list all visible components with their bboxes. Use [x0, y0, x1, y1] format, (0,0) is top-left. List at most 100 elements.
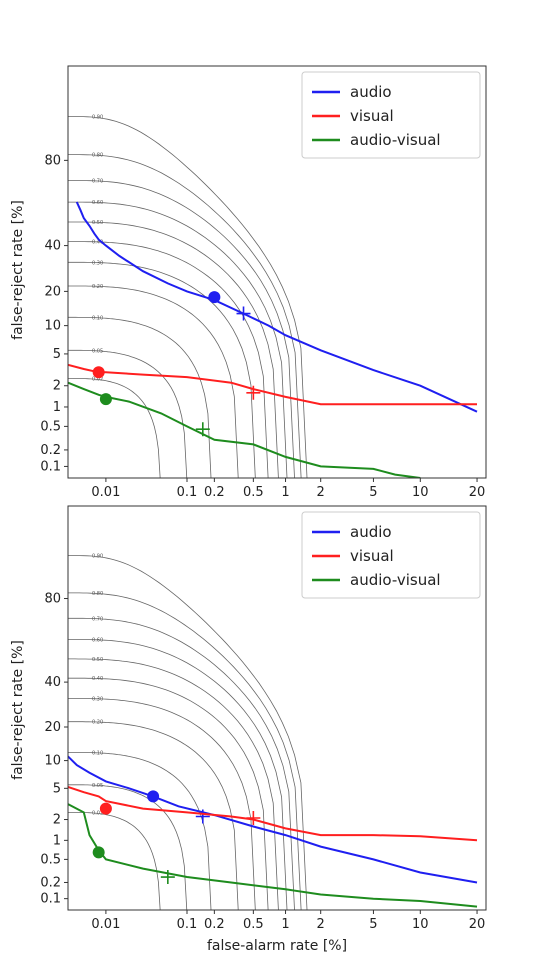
y-tick-label: 10: [44, 319, 61, 334]
iso-cost-label: 0.30: [92, 260, 103, 266]
iso-cost-curve: [68, 201, 288, 478]
iso-cost-curve: [68, 639, 288, 910]
iso-cost-label: 0.40: [92, 676, 103, 682]
y-tick-label: 40: [44, 675, 61, 690]
x-axis-label: false-alarm rate [%]: [207, 938, 347, 954]
iso-cost-label: 0.05: [92, 348, 103, 354]
series-marker-plus-audio: [195, 809, 210, 824]
iso-cost-label: 0.90: [92, 114, 103, 120]
y-tick-label: 0.2: [40, 875, 61, 890]
iso-cost-label: 0.30: [92, 696, 103, 702]
x-tick-label: 1: [281, 485, 289, 500]
plot-frame: [67, 505, 487, 911]
series-line-audio-visual: [68, 803, 478, 908]
iso-cost-curve: [68, 154, 302, 478]
iso-cost-label: 0.80: [92, 591, 103, 597]
x-tick-label: 10: [412, 485, 429, 500]
iso-cost-label: 0.20: [92, 284, 103, 290]
x-tick-label: 5: [369, 917, 377, 932]
legend: audio visual audio-visual: [301, 511, 481, 599]
x-tick-label: 0.2: [204, 917, 225, 932]
y-tick-label: 0.2: [40, 443, 61, 458]
iso-cost-contours: 0.90 0.80 0.70 0.60 0.50 0.40 0.30 0.20 0.10 0.05…: [68, 114, 308, 478]
legend-label-audio-visual: audio-visual: [350, 131, 441, 149]
y-tick-label: 2: [53, 813, 61, 828]
y-tick-label: 0.1: [40, 459, 61, 474]
y-tick-label: 1: [53, 833, 61, 848]
series-line-audio: [68, 755, 478, 884]
iso-cost-label: 0.40: [92, 240, 103, 246]
x-tick-label: 2: [317, 917, 325, 932]
iso-cost-curve: [68, 221, 279, 478]
series-line-visual: [68, 785, 478, 842]
legend-label-audio: audio: [350, 83, 392, 101]
legend: audio visual audio-visual: [301, 71, 481, 159]
x-tick-label: 20: [469, 917, 486, 932]
legend-label-audio: audio: [350, 523, 392, 541]
x-tick-label: 0.1: [177, 485, 198, 500]
iso-cost-curve: [68, 752, 212, 910]
chart-panel-2: 0.90 0.80 0.70 0.60 0.50 0.40 0.30 0.20 0.10 0.05…: [10, 505, 487, 954]
iso-cost-curve: [68, 698, 256, 910]
series-marker-dot-visual: [92, 366, 105, 379]
iso-cost-label: 0.05: [92, 783, 103, 789]
x-tick-label: 10: [412, 917, 429, 932]
iso-cost-curve: [68, 721, 239, 910]
iso-cost-label: 0.60: [92, 200, 103, 206]
iso-cost-label: 0.20: [92, 720, 103, 726]
series-line-audio-visual: [68, 381, 421, 478]
legend-label-visual: visual: [350, 547, 394, 565]
x-tick-label: 0.1: [177, 917, 198, 932]
series-marker-plus-visual: [246, 385, 261, 400]
series-marker-dot-audio-visual: [99, 393, 112, 406]
y-tick-label: 0.5: [40, 852, 61, 867]
iso-cost-curve: [68, 285, 239, 478]
iso-cost-label: 0.02: [92, 810, 103, 816]
y-tick-label: 20: [44, 720, 61, 735]
iso-cost-contours: 0.90 0.80 0.70 0.60 0.50 0.40 0.30 0.20 0.10 0.05…: [68, 554, 308, 910]
series-marker-plus-audio-visual: [160, 870, 175, 885]
y-tick-label: 5: [53, 347, 61, 362]
iso-cost-curve: [68, 316, 212, 478]
x-tick-label: 0.01: [91, 485, 120, 500]
iso-cost-label: 0.02: [92, 376, 103, 382]
iso-cost-curve: [68, 349, 188, 478]
series-marker-dot-audio: [147, 790, 160, 803]
series-marker-dot-visual: [99, 802, 112, 815]
y-tick-label: 40: [44, 239, 61, 254]
legend-label-audio-visual: audio-visual: [350, 571, 441, 589]
iso-cost-curve: [68, 617, 295, 910]
legend-label-visual: visual: [350, 107, 394, 125]
iso-cost-label: 0.50: [92, 220, 103, 226]
x-tick-label: 0.01: [91, 917, 120, 932]
iso-cost-curve: [68, 241, 269, 478]
iso-cost-curve: [68, 261, 256, 478]
iso-cost-curve: [68, 180, 295, 478]
iso-cost-curve: [68, 784, 188, 910]
iso-cost-curve: [68, 812, 161, 910]
iso-cost-curve: [68, 658, 279, 910]
iso-cost-curve: [68, 116, 308, 478]
iso-cost-label: 0.80: [92, 153, 103, 159]
y-tick-label: 80: [44, 153, 61, 168]
iso-cost-curve: [68, 592, 302, 910]
iso-cost-curve: [68, 677, 269, 910]
iso-cost-curve: [68, 555, 308, 910]
x-tick-label: 1: [281, 917, 289, 932]
plot-frame: [67, 65, 487, 479]
y-tick-label: 1: [53, 400, 61, 415]
y-tick-label: 2: [53, 379, 61, 394]
iso-cost-label: 0.10: [92, 750, 103, 756]
iso-cost-label: 0.70: [92, 179, 103, 185]
y-tick-label: 5: [53, 781, 61, 796]
iso-cost-label: 0.90: [92, 554, 103, 560]
series-line-audio: [75, 201, 478, 413]
x-tick-label: 20: [469, 485, 486, 500]
x-tick-label: 0.2: [204, 485, 225, 500]
series-marker-dot-audio: [208, 291, 221, 304]
y-tick-label: 20: [44, 284, 61, 299]
chart-panel-1: 0.90 0.80 0.70 0.60 0.50 0.40 0.30 0.20 0.10 0.05…: [10, 65, 487, 500]
iso-cost-label: 0.60: [92, 637, 103, 643]
y-tick-label: 0.5: [40, 419, 61, 434]
